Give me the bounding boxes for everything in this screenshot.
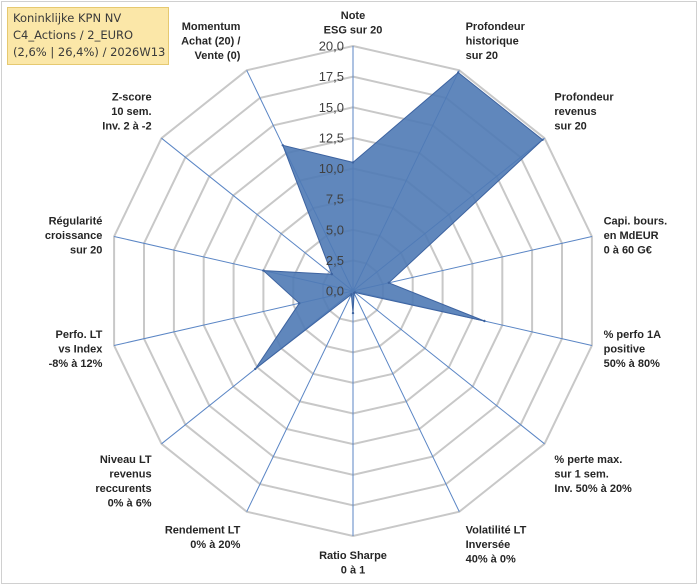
axis-label-line: 0 à 1: [341, 565, 365, 577]
tick-label: 2,5: [326, 253, 344, 268]
axis-label-line: revenus: [109, 469, 151, 481]
axis-spoke: [352, 236, 593, 292]
axis-label: Capi. bours. en MdEUR 0 à 60 G€: [604, 216, 668, 257]
axis-label-line: 0 à 60 G€: [604, 245, 652, 257]
axis-labels: Note ESG sur 20 Profondeur historique sur 20…: [45, 10, 667, 577]
tick-label: 20,0: [319, 39, 344, 54]
axis-label-line: Profondeur: [554, 92, 614, 104]
axis-label-line: ESG sur 20: [324, 25, 383, 37]
axis-label-line: Momentum: [182, 21, 241, 33]
data-point: [352, 292, 356, 295]
axis-label-line: 50% à 80%: [604, 358, 660, 370]
axis-label: Perfo. LT vs Index -8% à 12%: [49, 329, 104, 370]
axis-label-line: Profondeur: [466, 21, 526, 33]
axis-spoke: [352, 290, 545, 445]
axis-label-line: Volatilité LT: [466, 525, 527, 537]
radial-tick-labels: 0,0 2,5 5,0 7,5 10,0 12,5 15,0 17,5 20,0: [319, 39, 344, 299]
axis-label-line: reccurents: [95, 483, 151, 495]
tick-label: 12,5: [319, 130, 344, 145]
axis-label-line: 40% à 0%: [466, 554, 516, 566]
axis-label: % perfo 1A positive 50% à 80%: [604, 329, 662, 370]
asset-category: C4_Actions / 2_EURO: [13, 28, 134, 42]
axis-label-line: Régularité: [49, 216, 103, 228]
axis-label-line: sur 20: [70, 245, 102, 257]
axis-label-line: Capi. bours.: [604, 216, 668, 228]
data-point: [298, 302, 301, 305]
data-point: [541, 138, 544, 141]
axis-label-line: sur 20: [466, 50, 498, 62]
axis-label: Z-score 10 sem. Inv. 2 à -2: [102, 92, 151, 133]
company-name: Koninklijke KPN NV: [13, 11, 122, 25]
axis-label-line: 10 sem.: [111, 106, 151, 118]
axis-label: Régularité croissance sur 20: [45, 216, 102, 257]
data-point: [387, 281, 390, 284]
axis-label-line: % perte max.: [554, 454, 622, 466]
tick-label: 7,5: [326, 192, 344, 207]
axis-spoke: [161, 137, 354, 292]
axis-label-line: Inversée: [466, 539, 511, 551]
axis-label-line: Inv. 50% à 20%: [554, 483, 632, 495]
axis-label-line: Perfo. LT: [56, 329, 103, 341]
tick-label: 17,5: [319, 69, 344, 84]
data-point: [330, 273, 334, 276]
axis-label-line: positive: [604, 344, 646, 356]
axis-label-line: historique: [466, 35, 519, 47]
axis-label-line: % perfo 1A: [604, 329, 662, 341]
axis-label-line: 0% à 20%: [190, 539, 240, 551]
axis-label-line: Ratio Sharpe: [319, 550, 387, 562]
tick-label: 5,0: [326, 222, 344, 237]
axis-label-line: Z-score: [112, 92, 152, 104]
axis-label: Niveau LT revenus reccurents 0% à 6%: [95, 454, 152, 510]
axis-label-line: Vente (0): [195, 50, 241, 62]
tick-label: 0,0: [326, 284, 344, 299]
data-point: [350, 293, 353, 296]
axis-label: Volatilité LT Inversée 40% à 0%: [466, 525, 527, 566]
axis-label-line: sur 20: [554, 121, 586, 133]
axis-label: Rendement LT 0% à 20%: [165, 525, 241, 552]
axis-label-line: sur 1 sem.: [554, 469, 608, 481]
axis-label: Momentum Achat (20) / Vente (0): [181, 21, 241, 62]
axis-label-line: -8% à 12%: [49, 358, 103, 370]
data-point: [281, 144, 284, 147]
axis-label: Ratio Sharpe 0 à 1: [319, 550, 387, 577]
axis-label-line: Niveau LT: [100, 454, 152, 466]
axis-label-line: Achat (20) /: [181, 35, 240, 47]
data-point: [262, 269, 265, 272]
axis-label-line: Rendement LT: [165, 525, 241, 537]
axis-spoke: [246, 290, 354, 512]
tick-label: 15,0: [319, 100, 344, 115]
data-point: [254, 367, 257, 371]
axis-label-line: en MdEUR: [604, 230, 659, 242]
performance-period: (2,6% | 26,4%) / 2026W13: [13, 45, 166, 59]
axis-label: % perte max. sur 1 sem. Inv. 50% à 20%: [554, 454, 632, 495]
axis-label-line: 0% à 6%: [108, 498, 152, 510]
axis-label-line: vs Index: [58, 344, 103, 356]
axis-label: Profondeur revenus sur 20: [554, 92, 614, 133]
tick-label: 10,0: [319, 161, 344, 176]
axis-label-line: croissance: [45, 230, 102, 242]
axis-spoke: [352, 290, 460, 512]
data-point: [457, 71, 460, 74]
axis-label: Note ESG sur 20: [324, 10, 383, 37]
data-point: [351, 161, 355, 164]
axis-label-line: Note: [341, 10, 365, 22]
security-info-box: Koninklijke KPN NV C4_Actions / 2_EURO (…: [7, 7, 169, 65]
radar-series: [254, 71, 544, 371]
data-point: [351, 311, 355, 315]
axis-label: Profondeur historique sur 20: [466, 21, 526, 62]
data-point: [483, 319, 486, 323]
axis-label-line: Inv. 2 à -2: [102, 121, 151, 133]
axis-label-line: revenus: [554, 106, 596, 118]
